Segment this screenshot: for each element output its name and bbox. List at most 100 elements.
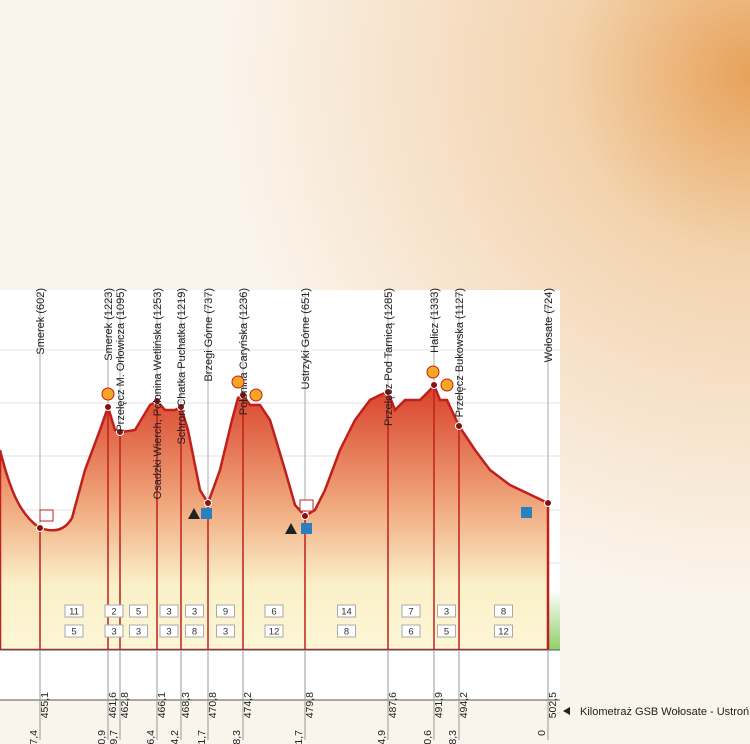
time-badge (129, 624, 148, 638)
segment-time: 8 (501, 607, 506, 618)
waypoint-dot (239, 391, 247, 399)
waypoint-label: Przełęcz Pod Tarnicą (1285) (383, 288, 395, 426)
km-reverse: 28,3 (231, 730, 243, 744)
km: 470,8 (207, 692, 219, 718)
segment-time: 3 (136, 627, 141, 638)
waypoint-dot (430, 381, 438, 389)
segment-time: 5 (71, 627, 76, 638)
waypoint-label: Halicz (1333) (429, 288, 441, 353)
km: 487,6 (387, 692, 399, 718)
time-badge (129, 604, 148, 618)
time-badge (216, 604, 235, 618)
km: 466,1 (156, 692, 168, 718)
time-badge (185, 624, 204, 638)
segment-time: 14 (341, 607, 352, 618)
segment-time: 6 (271, 607, 276, 618)
time-badge (401, 604, 421, 618)
viewpoints (101, 365, 454, 402)
time-badge (64, 624, 84, 638)
segment-time: 3 (444, 607, 449, 618)
time-badge (264, 604, 284, 618)
time-badge (159, 604, 179, 618)
waypoint-label: Smerek (602) (35, 288, 47, 355)
segment-time: 6 (408, 627, 413, 638)
segment-time: 3 (166, 607, 171, 618)
km: 461,6 (107, 692, 119, 718)
km: 455,1 (39, 692, 51, 718)
segment-time: 3 (192, 607, 197, 618)
facility-icons (39, 499, 532, 534)
segment-time: 3 (223, 627, 228, 638)
waypoint-label: Smerek (1223) (103, 288, 115, 361)
waypoint-dot (116, 428, 124, 436)
waypoint-label: Wołosate (724) (543, 288, 555, 362)
time-badge (337, 604, 356, 618)
waypoint-label: Schron Chatka Puchatka (1219) (176, 288, 188, 445)
time-badge (216, 624, 235, 638)
time-badge (437, 604, 456, 618)
waypoint-dot (104, 403, 112, 411)
km-reverse: 40,9 (96, 730, 108, 744)
km-reverse: 21,7 (293, 730, 305, 744)
time-badge (104, 604, 124, 618)
time-badge (494, 604, 513, 618)
legend-arrow (563, 707, 570, 715)
waypoint-dot (177, 403, 185, 411)
segment-time: 2 (111, 607, 116, 618)
km-reverse: 47,4 (28, 730, 40, 744)
km-reverse: 10,6 (422, 730, 434, 744)
waypoint-dot (153, 397, 161, 405)
legend: Kilometraż GSB Wołosate - Ustroń (563, 706, 749, 718)
time-badge (264, 624, 284, 638)
waypoint-dot (36, 524, 44, 532)
km-reverse: 36,4 (145, 730, 157, 744)
waypoint-label: Przełęcz Bukowska (1127) (454, 288, 466, 417)
km: 502,5 (547, 692, 559, 718)
segment-time: 3 (111, 627, 116, 638)
km: 491,9 (433, 692, 445, 718)
km-reverse: 8,3 (447, 730, 459, 744)
time-badge (64, 604, 84, 618)
waypoint-dot (544, 499, 552, 507)
time-badge (337, 624, 356, 638)
time-badge (185, 604, 204, 618)
km-reverse: 34,2 (169, 730, 181, 744)
time-badge (104, 624, 124, 638)
time-badge (494, 624, 513, 638)
segment-time: 12 (269, 627, 280, 638)
segment-time: 5 (444, 627, 449, 638)
waypoint-label: Połonina Caryńska (1236) (238, 288, 250, 415)
segment-time: 5 (136, 607, 141, 618)
waypoint-dot (301, 512, 309, 520)
time-badge (401, 624, 421, 638)
waypoint-label: Przełęcz M. Orłowicza (1095) (115, 288, 127, 432)
waypoint-dot (384, 388, 392, 396)
segment-time: 7 (408, 607, 413, 618)
time-badge (437, 624, 456, 638)
legend-text: Kilometraż GSB Wołosate - Ustroń (580, 706, 749, 718)
km: 468,3 (180, 692, 192, 718)
waypoint-label: Ustrzyki Górne (651) (300, 288, 312, 389)
waypoint-label: Brzegi Górne (737) (203, 288, 215, 382)
km-reverse: 39,7 (108, 730, 120, 744)
km: 494,2 (458, 692, 470, 718)
segment-time: 8 (344, 627, 349, 638)
segment-time: 3 (166, 627, 171, 638)
waypoint-dot (455, 422, 463, 430)
segment-time: 11 (69, 607, 79, 618)
segment-time: 12 (498, 627, 509, 638)
km-reverse: 31,7 (196, 730, 208, 744)
waypoint-dot (204, 499, 212, 507)
km: 479,8 (304, 692, 316, 718)
time-badge (159, 624, 179, 638)
km: 474,2 (242, 692, 254, 718)
segment-time: 9 (223, 607, 228, 618)
waypoint-label: Osadzki Wierch, Połonina Wetlińska (1253… (152, 288, 164, 499)
km: 462,8 (119, 692, 131, 718)
km-reverse: 14,9 (376, 730, 388, 744)
km-reverse: 0 (536, 730, 548, 736)
segment-time: 8 (192, 627, 197, 638)
